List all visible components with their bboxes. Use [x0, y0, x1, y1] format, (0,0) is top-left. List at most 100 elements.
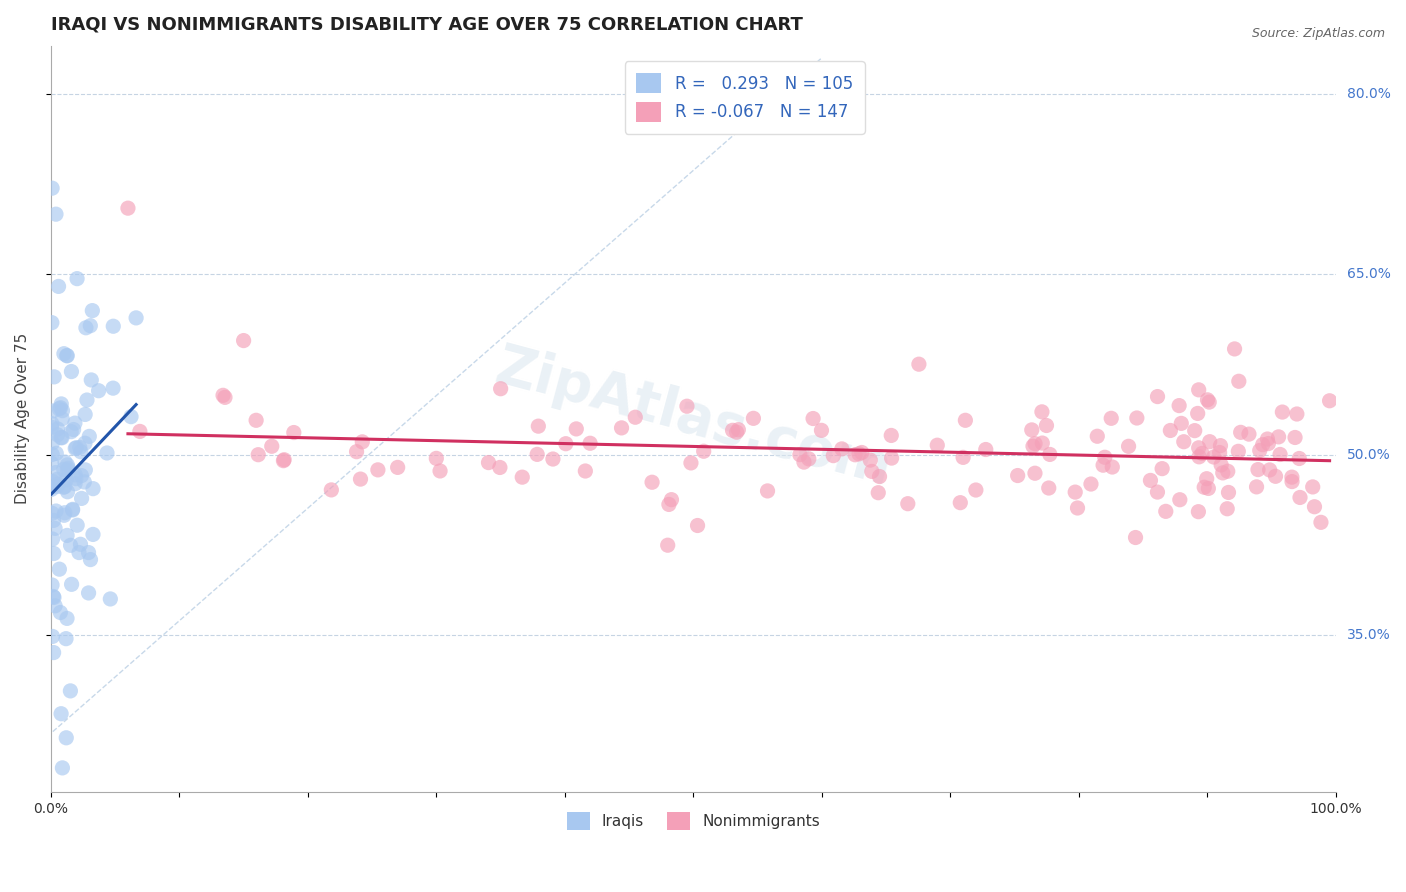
Point	[1146, 390, 1168, 404]
Point	[527, 419, 550, 434]
Point	[82, 482, 104, 496]
Point	[41, 483, 63, 497]
Point	[1191, 446, 1213, 460]
Point	[56, 528, 79, 542]
Point	[1281, 475, 1303, 489]
Point	[1310, 516, 1333, 530]
Point	[101, 381, 124, 395]
Point	[63, 476, 86, 491]
Point	[67, 545, 90, 559]
Point	[1184, 424, 1206, 438]
Point	[53, 455, 76, 469]
Point	[245, 413, 267, 427]
Point	[46, 479, 69, 493]
Point	[1198, 395, 1220, 409]
Point	[1007, 468, 1029, 483]
Point	[1064, 485, 1087, 500]
Point	[51, 397, 73, 411]
Point	[742, 411, 765, 425]
Point	[429, 464, 451, 478]
Point	[1209, 439, 1232, 453]
Point	[60, 365, 83, 379]
Point	[66, 271, 89, 285]
Point	[62, 423, 84, 437]
Point	[117, 201, 139, 215]
Point	[641, 475, 664, 490]
Point	[1216, 464, 1239, 478]
Point	[789, 448, 811, 462]
Point	[565, 422, 588, 436]
Point	[53, 508, 76, 523]
Point	[46, 422, 69, 436]
Point	[955, 413, 977, 427]
Point	[1267, 430, 1289, 444]
Point	[1212, 466, 1234, 480]
Point	[1197, 392, 1219, 407]
Point	[1211, 458, 1233, 472]
Point	[41, 506, 63, 520]
Text: 50.0%: 50.0%	[1347, 448, 1391, 462]
Point	[232, 334, 254, 348]
Point	[41, 475, 63, 489]
Point	[46, 472, 69, 486]
Point	[1021, 423, 1043, 437]
Point	[1168, 399, 1191, 413]
Point	[1101, 460, 1123, 475]
Point	[65, 467, 87, 482]
Point	[77, 545, 100, 559]
Point	[1187, 505, 1209, 519]
Point	[96, 446, 118, 460]
Point	[1247, 462, 1270, 476]
Point	[49, 606, 72, 620]
Point	[70, 468, 93, 483]
Point	[1031, 405, 1053, 419]
Point	[45, 446, 67, 460]
Point	[1202, 450, 1225, 464]
Point	[41, 532, 63, 546]
Legend: Iraqis, Nonimmigrants: Iraqis, Nonimmigrants	[561, 805, 827, 837]
Y-axis label: Disability Age Over 75: Disability Age Over 75	[15, 334, 30, 505]
Point	[55, 349, 77, 363]
Point	[658, 498, 681, 512]
Point	[41, 629, 63, 643]
Point	[793, 455, 815, 469]
Point	[60, 425, 83, 439]
Point	[489, 382, 512, 396]
Point	[60, 577, 83, 591]
Point	[526, 447, 548, 461]
Point	[1085, 429, 1108, 443]
Point	[79, 552, 101, 566]
Point	[45, 504, 67, 518]
Point	[69, 444, 91, 458]
Point	[848, 447, 870, 461]
Point	[725, 425, 748, 440]
Point	[844, 448, 866, 462]
Point	[75, 408, 97, 422]
Point	[1288, 451, 1310, 466]
Point	[1024, 436, 1046, 450]
Point	[56, 349, 79, 363]
Point	[1271, 405, 1294, 419]
Point	[1223, 342, 1246, 356]
Point	[1251, 438, 1274, 452]
Point	[51, 411, 73, 425]
Point	[801, 411, 824, 425]
Point	[554, 436, 576, 450]
Point	[1170, 417, 1192, 431]
Point	[1024, 467, 1046, 481]
Point	[1173, 434, 1195, 449]
Point	[42, 590, 65, 604]
Point	[346, 444, 368, 458]
Point	[1218, 485, 1240, 500]
Point	[247, 448, 270, 462]
Point	[868, 485, 890, 500]
Point	[1066, 500, 1088, 515]
Point	[48, 562, 70, 576]
Point	[1039, 447, 1062, 461]
Point	[212, 388, 235, 402]
Point	[908, 357, 931, 371]
Point	[965, 483, 987, 497]
Point	[1285, 407, 1308, 421]
Point	[53, 506, 76, 520]
Point	[1197, 482, 1219, 496]
